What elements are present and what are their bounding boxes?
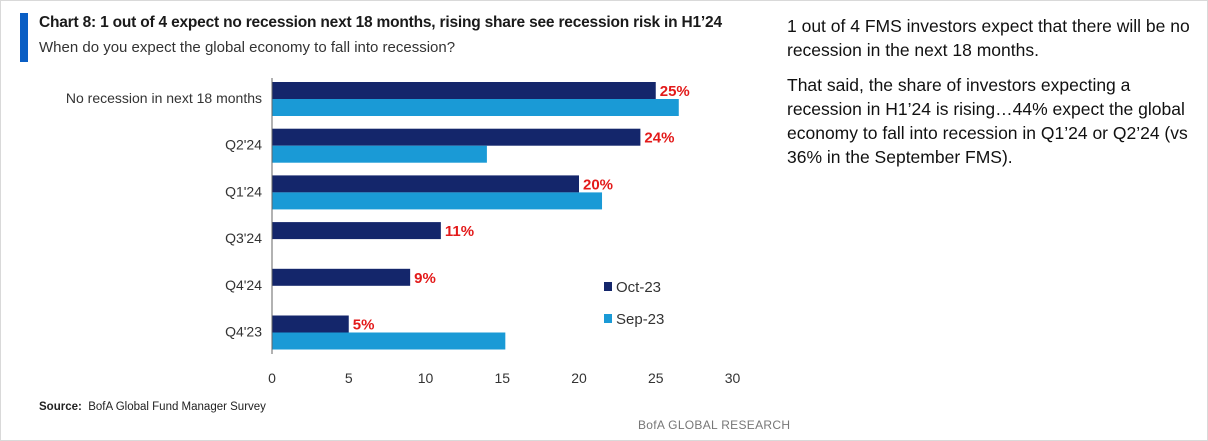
- category-label: Q3'24: [225, 230, 262, 246]
- bar-oct-23: [272, 175, 579, 193]
- chart-subtitle: When do you expect the global economy to…: [39, 39, 456, 56]
- x-tick-label: 0: [268, 370, 276, 386]
- bar-oct-23: [272, 222, 441, 240]
- x-tick-label: 10: [418, 370, 434, 386]
- legend-swatch-sep-23: [604, 314, 612, 323]
- x-tick-label: 20: [571, 370, 587, 386]
- category-label: Q1'24: [225, 183, 262, 199]
- data-label: 11%: [445, 223, 474, 240]
- x-tick-label: 30: [725, 370, 741, 386]
- category-label: No recession in next 18 months: [66, 90, 262, 106]
- title-accent-bar: [20, 13, 28, 62]
- source-note: Source: BofA Global Fund Manager Survey: [39, 401, 266, 413]
- bar-oct-23: [272, 315, 349, 333]
- legend-label-sep-23: Sep-23: [616, 311, 664, 328]
- data-label: 5%: [353, 317, 375, 334]
- data-label: 24%: [644, 130, 674, 147]
- legend-swatch-oct-23: [604, 282, 612, 291]
- category-label: Q4'23: [225, 324, 262, 340]
- bar-sep-23: [272, 99, 679, 116]
- category-label: Q4'24: [225, 277, 262, 293]
- data-label: 9%: [414, 270, 436, 287]
- source-label: Source:: [39, 401, 82, 413]
- commentary-paragraph-1: 1 out of 4 FMS investors expect that the…: [787, 16, 1190, 60]
- commentary-panel: 1 out of 4 FMS investors expect that the…: [787, 14, 1192, 180]
- legend-label-oct-23: Oct-23: [616, 279, 661, 296]
- x-tick-label: 15: [494, 370, 510, 386]
- bar-oct-23: [272, 82, 656, 99]
- bar-sep-23: [272, 145, 487, 163]
- bar-sep-23: [272, 192, 603, 210]
- source-text: BofA Global Fund Manager Survey: [88, 401, 266, 413]
- bar-oct-23: [272, 128, 641, 146]
- bar-chart: No recession in next 18 months 25% Q2'24 24…: [66, 78, 741, 386]
- bar-sep-23: [272, 332, 506, 350]
- data-label: 25%: [660, 83, 690, 100]
- x-tick-label: 25: [648, 370, 664, 386]
- x-tick-label: 5: [345, 370, 353, 386]
- brand-footer: BofA GLOBAL RESEARCH: [638, 418, 791, 432]
- commentary-paragraph-2: That said, the share of investors expect…: [787, 75, 1188, 167]
- bar-oct-23: [272, 268, 411, 286]
- chart-title: Chart 8: 1 out of 4 expect no recession …: [39, 14, 722, 31]
- data-label: 20%: [583, 176, 613, 193]
- category-label: Q2'24: [225, 137, 262, 153]
